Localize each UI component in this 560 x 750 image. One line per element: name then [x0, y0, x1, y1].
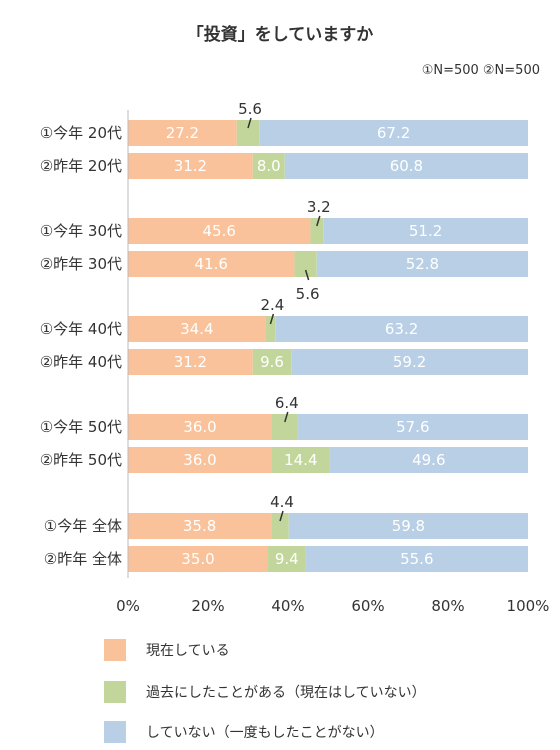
value-label: 59.8	[392, 517, 425, 535]
value-label: 34.4	[180, 320, 213, 338]
bar-segment	[271, 513, 289, 539]
bar-segment	[128, 414, 272, 440]
value-label: 5.6	[238, 100, 262, 118]
value-label: 41.6	[194, 255, 227, 273]
value-label: 31.2	[174, 157, 207, 175]
value-label: 60.8	[390, 157, 423, 175]
x-tick-label: 40%	[271, 597, 304, 615]
bar-segment	[252, 349, 292, 375]
bar-segment	[128, 513, 272, 539]
value-label: 6.4	[275, 394, 299, 412]
legend-label: していない（一度もしたことがない）	[146, 725, 384, 741]
category-label: ②昨年 20代	[40, 157, 122, 175]
category-label: ②昨年 30代	[40, 255, 122, 273]
x-tick-label: 80%	[431, 597, 464, 615]
labels-group: ①今年 20代 27.2 5.6 67.2 ②昨年 20代 31.2 8.0 60.8 ①今年 …	[40, 100, 446, 568]
value-label: 9.4	[275, 550, 299, 568]
bar-segment	[288, 513, 528, 539]
x-tick-label: 20%	[191, 597, 224, 615]
value-label: 31.2	[174, 353, 207, 371]
value-label: 45.6	[202, 222, 235, 240]
category-label: ①今年 50代	[40, 418, 122, 436]
bar-segment	[275, 316, 528, 342]
value-label: 8.0	[257, 157, 281, 175]
category-label: ②昨年 全体	[44, 550, 122, 568]
bar-segment	[252, 153, 285, 179]
leader-line	[284, 411, 289, 423]
value-label: 55.6	[400, 550, 433, 568]
bar-segment	[128, 120, 237, 146]
value-label: 52.8	[406, 255, 439, 273]
value-label: 9.6	[260, 353, 284, 371]
value-label: 36.0	[183, 451, 216, 469]
category-label: ①今年 40代	[40, 320, 122, 338]
value-label: 2.4	[260, 296, 284, 314]
value-label: 57.6	[396, 418, 429, 436]
bars-group	[128, 120, 528, 572]
value-label: 14.4	[284, 451, 317, 469]
legend-swatch	[104, 681, 126, 703]
value-label: 27.2	[166, 124, 199, 142]
bar-segment	[128, 447, 272, 473]
bar-segment	[236, 120, 260, 146]
bar-segment	[272, 447, 330, 473]
value-label: 36.0	[183, 418, 216, 436]
bar-segment	[323, 218, 528, 244]
bar-segment	[128, 546, 268, 572]
chart-title: 「投資」をしていますか	[187, 24, 374, 45]
category-label: ②昨年 50代	[40, 451, 122, 469]
bar-segment	[297, 414, 528, 440]
bar-segment	[128, 153, 253, 179]
leader-line	[269, 313, 275, 325]
x-tick-label: 100%	[507, 597, 550, 615]
leader-line	[279, 510, 284, 522]
legend-label: 現在している	[146, 643, 230, 659]
value-label: 35.0	[181, 550, 214, 568]
legend-label: 過去にしたことがある（現在はしていない）	[146, 685, 426, 701]
leader-line	[247, 117, 252, 129]
bar-segment	[128, 251, 295, 277]
value-label: 67.2	[377, 124, 410, 142]
x-tick-label: 0%	[116, 597, 140, 615]
category-label: ②昨年 40代	[40, 353, 122, 371]
x-axis: 0% 20% 40% 60% 80% 100%	[116, 110, 549, 615]
bar-segment	[268, 546, 306, 572]
bar-segment	[259, 120, 528, 146]
legend-swatch	[104, 639, 126, 661]
bar-segment	[265, 316, 276, 342]
bar-segment	[310, 218, 324, 244]
bar-segment	[284, 153, 528, 179]
bar-segment	[305, 546, 528, 572]
value-label: 63.2	[385, 320, 418, 338]
sample-size-note: ①N=500 ②N=500	[422, 63, 540, 78]
bar-segment	[316, 251, 528, 277]
category-label: ①今年 20代	[40, 124, 122, 142]
value-label: 5.6	[296, 285, 320, 303]
value-label: 3.2	[307, 198, 331, 216]
bar-segment	[128, 316, 266, 342]
leader-line	[316, 215, 321, 227]
value-label: 49.6	[412, 451, 445, 469]
legend-swatch	[104, 721, 126, 743]
bar-segment	[294, 251, 317, 277]
value-label: 35.8	[183, 517, 216, 535]
category-label: ①今年 全体	[44, 517, 122, 535]
bar-segment	[291, 349, 528, 375]
bar-segment	[329, 447, 528, 473]
bar-segment	[272, 414, 298, 440]
bar-segment	[128, 218, 311, 244]
value-label: 59.2	[393, 353, 426, 371]
value-label: 51.2	[409, 222, 442, 240]
bar-segment	[128, 349, 253, 375]
leader-line	[304, 269, 310, 281]
x-tick-label: 60%	[351, 597, 384, 615]
category-label: ①今年 30代	[40, 222, 122, 240]
value-label: 4.4	[270, 493, 294, 511]
